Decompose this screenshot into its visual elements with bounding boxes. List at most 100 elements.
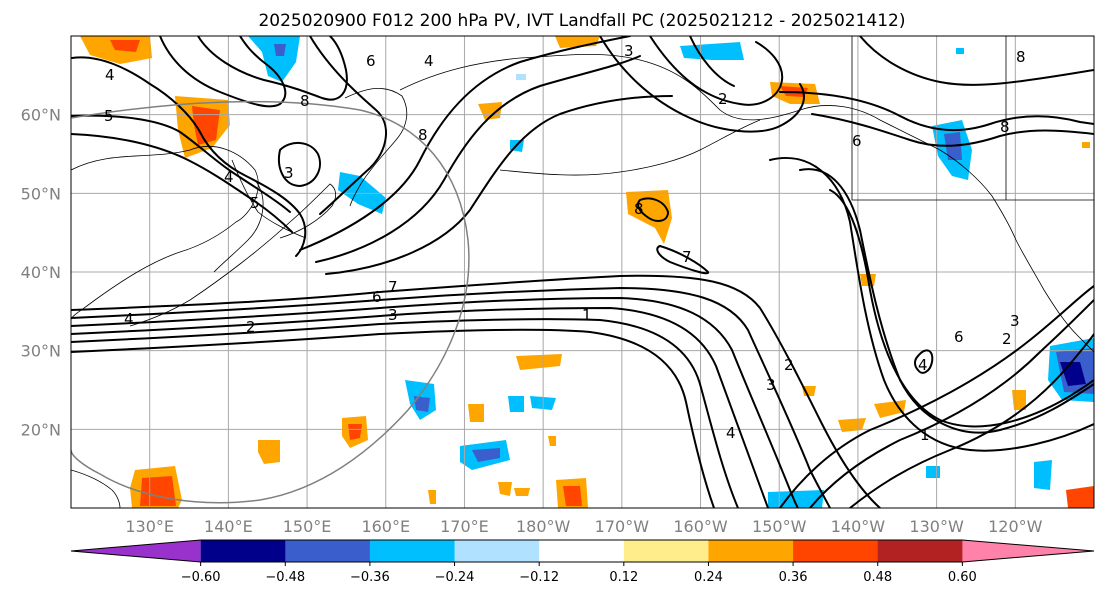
negative-anomaly-region: [248, 36, 1094, 508]
colorbar-tick-label: 0.48: [863, 570, 892, 585]
colorbar-tick-label: −0.24: [435, 570, 475, 585]
colorbar-tick-labels: −0.60 −0.48 −0.36 −0.24 −0.12 0.12 0.24 0.36 0.4…: [181, 562, 977, 585]
longitude-tick-label: 130°W: [909, 517, 964, 536]
contour-label: 3: [766, 376, 776, 394]
colorbar-cells: [70, 539, 1095, 563]
japan-coastline: [129, 183, 336, 327]
contour-label: 7: [388, 278, 398, 296]
colorbar-tick-label: 0.60: [948, 570, 977, 585]
colorbar-extend-max: [962, 540, 1094, 562]
longitude-tick-label: 160°E: [361, 517, 410, 536]
pv-contours: [71, 36, 1094, 508]
longitude-tick-label: 150°W: [752, 517, 807, 536]
contour-label: 8: [634, 200, 644, 218]
pv-contour-trough-east-3: [829, 189, 1094, 428]
longitude-tick-label: 160°W: [673, 517, 728, 536]
contour-label: 2: [246, 318, 256, 336]
coastlines: [71, 36, 1094, 508]
colorbar-cell: [539, 540, 625, 562]
pv-contour-east-1: [779, 91, 1094, 132]
contour-label: 5: [104, 107, 114, 125]
north-america-coastline: [399, 53, 1094, 353]
pv-contour-6: [71, 287, 831, 508]
kamchatka-coastline: [344, 88, 408, 207]
alaska-canada-border: [851, 36, 1094, 201]
asia-coastline: [71, 146, 259, 321]
contour-label: 2: [784, 356, 794, 374]
latitude-tick-label: 50°N: [21, 184, 61, 203]
pv-contour-asia-3: [71, 133, 293, 233]
contour-label: 2: [718, 90, 728, 108]
contour-label: 3: [284, 164, 294, 182]
pv-contour-sw-2: [809, 299, 1094, 508]
colorbar-cell: [877, 540, 963, 562]
contour-label: 1: [920, 426, 930, 444]
pv-contour-3: [71, 307, 769, 508]
contour-label: 6: [954, 328, 964, 346]
contour-label: 6: [372, 288, 382, 306]
contour-label: 4: [124, 310, 134, 328]
contour-label: 6: [852, 132, 862, 150]
pv-contour-trough-east-2: [769, 157, 1094, 452]
pv-contour-closed-8: [637, 197, 669, 222]
contour-label: 8: [300, 92, 310, 110]
aleutian-islands: [499, 119, 761, 176]
pv-contour-closed-4: [914, 349, 934, 374]
colorbar-tick-label: 0.24: [694, 570, 723, 585]
longitude-tick-label: 170°E: [440, 517, 489, 536]
china-south-coastline: [71, 469, 121, 508]
latitude-tick-label: 20°N: [21, 420, 61, 439]
figure-title: 2025020900 F012 200 hPa PV, IVT Landfall…: [258, 11, 905, 31]
contour-label: 4: [424, 52, 434, 70]
longitude-tick-label: 140°W: [831, 517, 886, 536]
latitude-tick-label: 40°N: [21, 263, 61, 282]
pv-contour-sw-3: [849, 333, 1094, 508]
longitude-tick-label: 130°E: [125, 517, 174, 536]
pv-contour-1: [71, 328, 715, 508]
pv-contour-closed-3: [278, 142, 321, 187]
colorbar-cell: [793, 540, 879, 562]
contour-label: 4: [726, 424, 736, 442]
contour-label: 5: [250, 194, 260, 212]
contour-label: 8: [418, 126, 428, 144]
contour-label: 6: [366, 52, 376, 70]
contour-label: 8: [1000, 118, 1010, 136]
colorbar-cell: [454, 540, 540, 562]
longitude-tick-label: 180°W: [516, 517, 571, 536]
contour-label: 8: [1016, 48, 1026, 66]
colorbar-cell: [369, 540, 456, 562]
colorbar-tick-label: −0.12: [519, 570, 559, 585]
pv-contour-7: [71, 274, 881, 508]
contour-label: 1: [582, 306, 592, 324]
contour-label: 4: [105, 66, 115, 84]
colorbar-cell: [708, 540, 794, 562]
pv-contour-upper-2: [197, 36, 348, 101]
pv-contour-4: [71, 297, 799, 508]
latitude-tick-label: 60°N: [21, 106, 61, 125]
colorbar: −0.60 −0.48 −0.36 −0.24 −0.12 0.12 0.24 0.36 0.4…: [70, 539, 1095, 585]
colorbar-extend-min: [71, 540, 201, 562]
latitude-tick-labels: 20°N 30°N 40°N 50°N 60°N: [21, 106, 61, 440]
pv-contour-ridge-1: [299, 36, 631, 251]
longitude-tick-label: 170°W: [595, 517, 650, 536]
colorbar-tick-label: −0.36: [350, 570, 390, 585]
longitude-tick-label: 120°W: [988, 517, 1043, 536]
contour-label: 3: [1010, 312, 1020, 330]
pv-contour-east-3: [859, 36, 1094, 86]
contour-label: 4: [224, 168, 234, 186]
colorbar-cell: [623, 540, 709, 562]
map-panel: 4 5 4 5 3 8 6 4 8 3 2 6 8 8 8 7 7 6 4 3: [70, 35, 1095, 509]
map-frame: [70, 35, 1095, 509]
pv-contour-closed-7: [656, 245, 710, 275]
colorbar-tick-label: 0.12: [609, 570, 638, 585]
pv-contour-trough-2: [649, 36, 784, 106]
longitude-tick-label: 140°E: [204, 517, 253, 536]
longitude-tick-labels: 130°E 140°E 150°E 160°E 170°E 180°W 170°W 160°W…: [125, 517, 1042, 536]
contour-label: 4: [918, 356, 928, 374]
pv-contour-sw-1: [779, 285, 1094, 508]
distance-circle: [71, 100, 470, 504]
colorbar-tick-label: −0.48: [265, 570, 305, 585]
colorbar-cell: [285, 540, 371, 562]
colorbar-tick-label: −0.60: [181, 570, 221, 585]
